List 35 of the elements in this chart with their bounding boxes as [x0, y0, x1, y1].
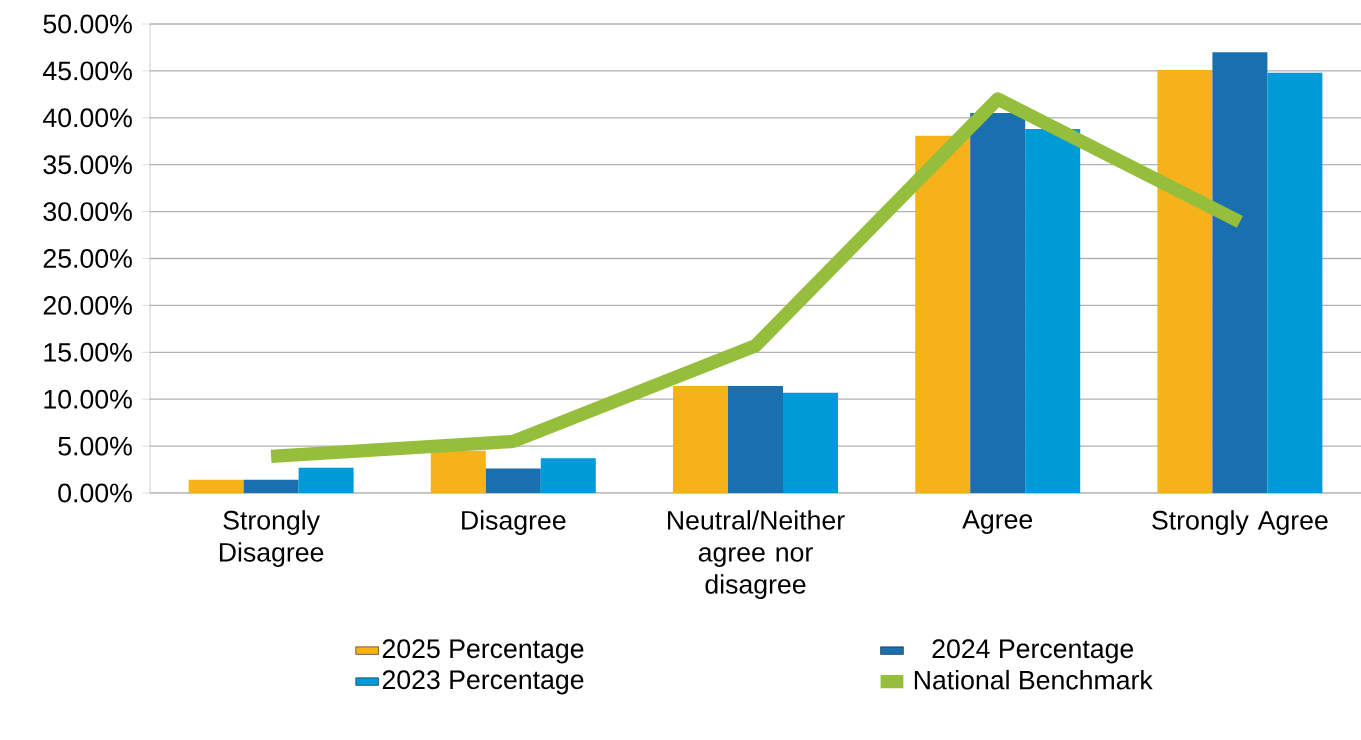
- bar: [1157, 69, 1213, 493]
- bar: [1212, 52, 1268, 493]
- y-tick-label: 25.00%: [43, 249, 132, 268]
- x-tick-label: Strongly Agree: [1152, 510, 1328, 536]
- bar: [673, 386, 728, 493]
- y-tick-label: 50.00%: [43, 14, 132, 34]
- y-tick-label: 15.00%: [44, 342, 132, 362]
- x-tick-label: Agree: [962, 510, 1033, 535]
- legend-label: National Benchmark: [914, 669, 1153, 690]
- bar: [243, 479, 299, 493]
- bar: [970, 113, 1026, 493]
- x-tick-label: Strongly Disagree: [219, 510, 324, 568]
- x-tick-label: Disagree: [462, 510, 566, 536]
- legend-label: 2024 Percentage: [932, 639, 1134, 664]
- bar: [728, 386, 784, 493]
- bar: [1267, 72, 1323, 493]
- bar: [915, 135, 971, 493]
- y-tick-label: 35.00%: [43, 155, 132, 175]
- bar: [188, 479, 244, 493]
- y-tick-label: 5.00%: [58, 436, 132, 456]
- bar: [430, 450, 486, 493]
- y-tick-label: 30.00%: [43, 202, 132, 222]
- bar: [540, 458, 596, 493]
- bar: [485, 468, 541, 493]
- bar: [783, 392, 839, 493]
- legend-label: 2023 Percentage: [382, 670, 584, 695]
- y-tick-label: 10.00%: [44, 389, 132, 409]
- x-tick-label: Neutral/Neither agree nor disagree: [668, 510, 845, 600]
- y-tick-label: 0.00%: [58, 483, 132, 503]
- y-tick-label: 20.00%: [43, 295, 132, 315]
- bar: [298, 467, 354, 493]
- y-tick-label: 45.00%: [43, 61, 132, 81]
- y-tick-label: 40.00%: [43, 108, 132, 128]
- legend-label: 2025 Percentage: [382, 639, 584, 664]
- bar: [1025, 129, 1081, 493]
